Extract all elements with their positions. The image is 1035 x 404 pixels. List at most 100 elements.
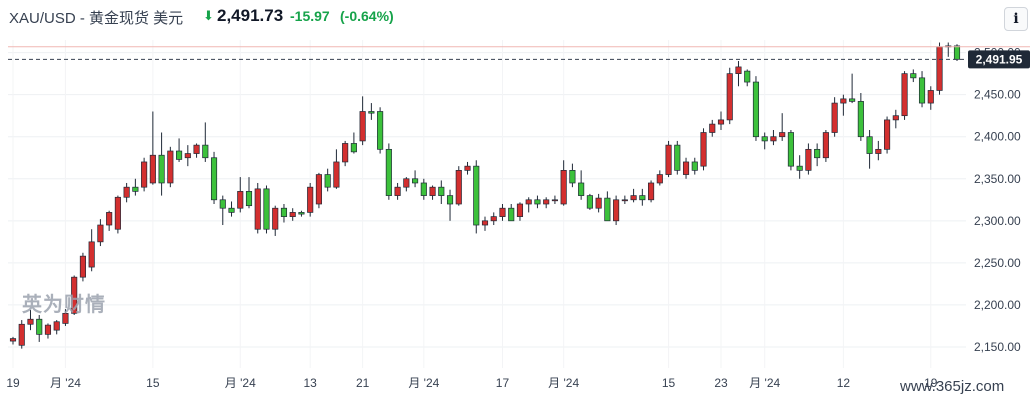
candle	[368, 103, 375, 120]
candle	[298, 210, 305, 217]
candle-body	[805, 148, 812, 171]
candle	[744, 69, 751, 87]
candle	[857, 92, 864, 141]
candle	[648, 180, 655, 203]
x-tick-label: 月 '24	[50, 376, 81, 390]
y-axis: 2,150.00 2,200.00 2,250.00 2,300.00 2,350.00…	[974, 46, 1021, 354]
candle-body	[621, 199, 628, 202]
candle-body	[814, 148, 821, 159]
candle	[141, 157, 148, 192]
price-change-percent: (-0.64%)	[340, 8, 394, 24]
candle	[613, 195, 620, 226]
candle	[709, 119, 716, 137]
candle-body	[525, 199, 532, 205]
candle	[787, 129, 794, 171]
x-tick-label: 月 '24	[749, 376, 780, 390]
candle-body	[106, 212, 113, 226]
candle-body	[368, 111, 375, 114]
x-tick-label: 17	[496, 376, 510, 390]
candle-body	[508, 207, 515, 222]
candle-body	[123, 186, 130, 198]
candle-body	[62, 312, 69, 324]
candle	[595, 193, 602, 213]
y-tick-label: 2,150.00	[974, 340, 1021, 354]
x-tick-label: 15	[662, 376, 676, 390]
candle-body	[918, 77, 926, 104]
candle-body	[927, 90, 934, 104]
candle	[158, 132, 165, 196]
x-tick-label: 13	[304, 376, 318, 390]
candle	[184, 145, 191, 167]
x-tick-label: 19	[924, 376, 938, 390]
candle	[691, 157, 698, 175]
last-price-badge	[968, 50, 1030, 69]
candle	[88, 229, 95, 272]
candle-body	[691, 161, 698, 171]
candle	[525, 197, 532, 213]
candle-body	[744, 70, 751, 83]
candle	[193, 143, 200, 158]
candle-body	[761, 136, 768, 142]
candle	[578, 170, 585, 200]
y-tick-label: 2,300.00	[974, 214, 1021, 228]
x-tick-label: 23	[714, 376, 728, 390]
candle-body	[455, 170, 462, 205]
candle-body	[254, 188, 261, 230]
candle-body	[263, 188, 270, 230]
candle-body	[481, 220, 489, 226]
candle-body	[429, 186, 436, 196]
candle-body	[656, 174, 663, 184]
candle-body	[901, 73, 908, 117]
candle	[385, 143, 392, 200]
watermark-url: www.365jz.com	[900, 378, 1005, 395]
candle-body	[412, 178, 419, 184]
candle	[630, 188, 637, 203]
candle	[237, 177, 244, 213]
candle-body	[551, 199, 558, 202]
candle-body	[333, 161, 340, 188]
candle	[490, 212, 497, 226]
candle	[219, 195, 226, 226]
x-axis: 19 月 '24 15 月 '24 13 21 月 '24 17 月 '24 15 23 月 '24 1…	[6, 376, 937, 390]
candle-body	[394, 186, 401, 196]
candle-body	[9, 338, 17, 342]
candle	[149, 111, 156, 185]
candle	[167, 146, 174, 188]
x-tick-label: 月 '24	[225, 376, 256, 390]
candle-body	[53, 321, 60, 331]
candle-body	[158, 154, 165, 184]
candle	[79, 252, 86, 282]
info-button[interactable]: i	[1004, 7, 1028, 31]
candle	[717, 111, 725, 130]
candle	[132, 178, 139, 196]
candle	[752, 76, 760, 141]
candle-body	[315, 174, 322, 205]
candle-body	[27, 318, 34, 325]
candle-body	[377, 111, 384, 150]
candle-body	[184, 153, 191, 159]
x-tick-label: 月 '24	[548, 376, 579, 390]
candle	[289, 208, 296, 221]
candle	[805, 143, 812, 175]
candle	[910, 69, 917, 83]
candle-body	[385, 148, 392, 196]
candle-body	[97, 224, 104, 243]
candle	[71, 275, 78, 316]
candle	[123, 182, 130, 203]
candle	[639, 188, 646, 206]
candle-body	[245, 191, 253, 207]
candle-body	[446, 195, 454, 205]
candle	[429, 185, 436, 200]
candle	[324, 168, 331, 192]
candle-body	[884, 119, 891, 150]
candle-body	[350, 143, 357, 153]
candle-body	[403, 178, 410, 188]
candle	[892, 109, 899, 129]
candle	[455, 166, 462, 206]
candle	[936, 42, 943, 95]
candle	[263, 185, 270, 234]
candle-body	[849, 98, 856, 102]
candle-body	[682, 161, 690, 175]
candle-body	[595, 197, 602, 209]
